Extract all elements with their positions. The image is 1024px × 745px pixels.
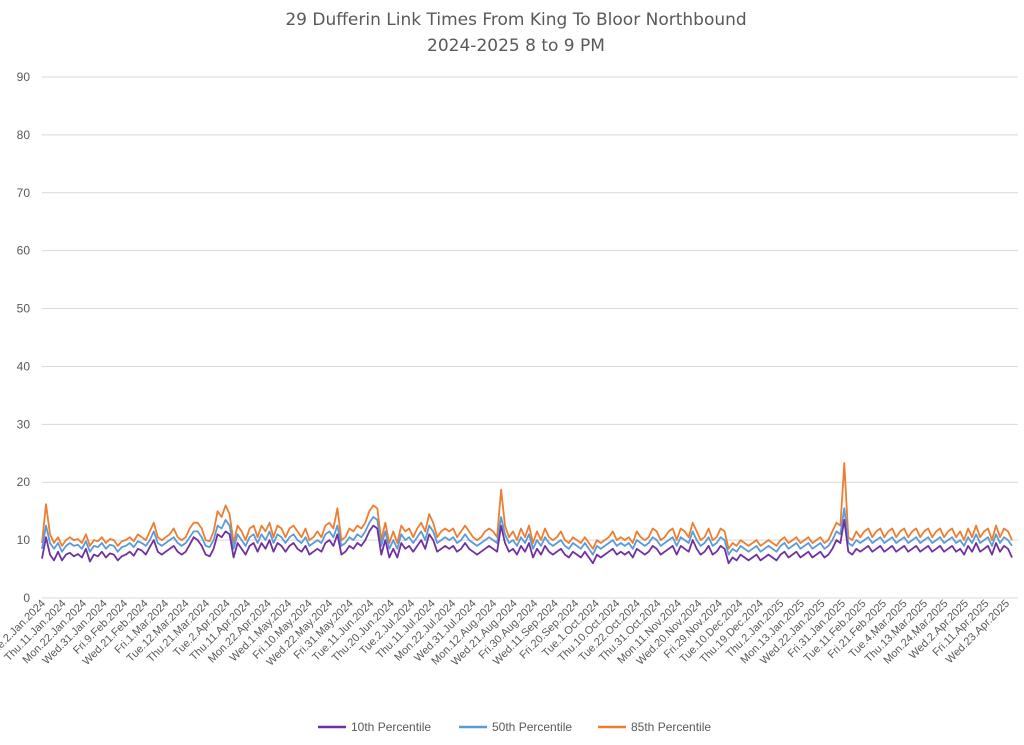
series-line-1 (41, 507, 1013, 556)
chart-subtitle: 2024-2025 8 to 9 PM (427, 36, 605, 56)
y-tick-label: 20 (17, 475, 31, 489)
y-axis-ticks: 0 10 20 30 40 50 60 70 80 90 (17, 70, 31, 605)
legend-label: 10th Percentile (351, 720, 431, 734)
y-tick-label: 70 (17, 186, 31, 200)
legend-label: 50th Percentile (492, 720, 572, 734)
y-tick-label: 40 (17, 359, 31, 373)
legend: 10th Percentile 50th Percentile 85th Perce… (318, 720, 711, 734)
y-tick-label: 50 (17, 302, 31, 316)
y-tick-label: 90 (17, 70, 31, 84)
x-axis-ticks: Tue.2.Jan.2024Thu.11.Jan.2024Mon.22.Jan.… (0, 598, 1012, 669)
legend-label: 85th Percentile (631, 720, 711, 734)
y-tick-label: 0 (23, 591, 30, 605)
series-line-0 (41, 519, 1013, 565)
y-tick-label: 30 (17, 417, 31, 431)
series-lines (41, 462, 1013, 565)
gridlines (42, 76, 1018, 599)
y-tick-label: 10 (17, 533, 31, 547)
y-tick-label: 60 (17, 244, 31, 258)
chart-title: 29 Dufferin Link Times From King To Bloo… (285, 10, 746, 30)
series-line-2 (41, 462, 1013, 550)
y-tick-label: 80 (17, 128, 31, 142)
